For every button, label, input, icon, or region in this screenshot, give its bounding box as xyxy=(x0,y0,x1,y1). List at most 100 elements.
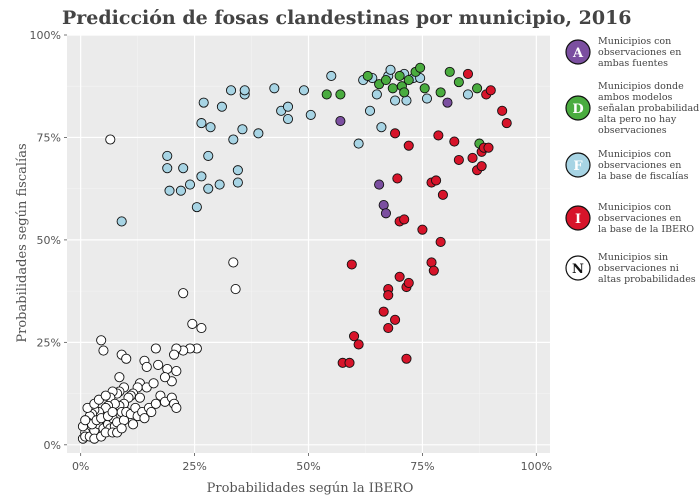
legend-key-circle xyxy=(565,255,591,281)
data-point-i xyxy=(431,175,442,186)
data-point-d xyxy=(419,83,430,94)
data-point-a xyxy=(442,97,453,108)
data-point-f xyxy=(298,85,309,96)
legend-key-letter: F xyxy=(573,159,583,174)
data-point-f xyxy=(228,134,239,145)
data-point-f xyxy=(203,183,214,194)
data-point-n xyxy=(116,423,127,434)
data-point-f xyxy=(390,95,401,106)
legend-key-circle xyxy=(565,39,591,65)
data-point-f xyxy=(232,165,243,176)
x-tick-label: 50% xyxy=(296,460,320,473)
chart-title: Predicción de fosas clandestinas por mun… xyxy=(62,7,632,29)
data-point-i xyxy=(449,136,460,147)
legend-key-circle xyxy=(565,205,591,231)
data-point-n xyxy=(230,284,241,295)
data-point-n xyxy=(171,402,182,413)
legend: A Municipios con observaciones en ambas fue… xyxy=(565,36,699,285)
data-point-i xyxy=(353,339,364,350)
data-point-i xyxy=(428,265,439,276)
legend-label: Municipios con observaciones en la base de… xyxy=(598,149,689,182)
data-point-i xyxy=(392,173,403,184)
data-point-f xyxy=(237,124,248,135)
y-tick-label: 25% xyxy=(37,336,61,349)
data-point-i xyxy=(476,161,487,172)
data-point-f xyxy=(371,89,382,100)
data-point-d xyxy=(335,89,346,100)
data-point-i xyxy=(349,331,360,342)
data-point-f xyxy=(196,171,207,182)
legend-item-n: N Municipios sin observaciones ni altas pro… xyxy=(565,252,696,285)
data-point-n xyxy=(121,353,132,364)
data-point-n xyxy=(162,363,173,375)
data-point-d xyxy=(453,77,464,88)
data-points xyxy=(77,62,512,444)
data-point-d xyxy=(380,75,392,86)
data-point-i xyxy=(346,259,357,270)
data-point-f xyxy=(364,105,376,116)
data-point-i xyxy=(426,257,437,268)
data-point-i xyxy=(453,154,464,166)
y-tick-label: 50% xyxy=(37,234,61,247)
data-point-i xyxy=(501,118,512,129)
data-point-d xyxy=(403,75,414,86)
data-point-f xyxy=(203,150,214,161)
data-point-i xyxy=(383,322,394,334)
data-point-f xyxy=(225,85,237,96)
data-point-a xyxy=(378,200,389,211)
data-point-n xyxy=(139,413,150,424)
data-point-n xyxy=(159,372,171,383)
data-point-f xyxy=(116,216,127,227)
data-point-d xyxy=(387,83,398,94)
data-point-n xyxy=(196,322,207,334)
data-point-f xyxy=(205,122,216,133)
data-point-n xyxy=(150,398,161,409)
data-point-i xyxy=(403,277,414,288)
legend-key-circle xyxy=(565,95,591,121)
data-point-i xyxy=(462,68,474,79)
x-tick-label: 75% xyxy=(410,460,434,473)
data-point-f xyxy=(175,185,186,196)
legend-key-letter: N xyxy=(572,262,584,277)
data-point-d xyxy=(415,62,426,73)
data-point-f xyxy=(269,83,280,94)
data-point-f xyxy=(198,97,209,108)
data-point-i xyxy=(403,140,414,151)
legend-label: Municipios con observaciones en ambas fuen… xyxy=(598,36,681,69)
legend-key-letter: I xyxy=(575,212,581,227)
data-point-n xyxy=(80,415,91,426)
data-point-n xyxy=(187,318,198,329)
legend-key-circle xyxy=(565,152,591,178)
data-point-n xyxy=(141,361,152,372)
data-point-n xyxy=(96,335,107,346)
y-axis-title: Probabilidades según fiscalías xyxy=(15,143,30,342)
data-point-f xyxy=(196,118,207,129)
data-point-f xyxy=(162,163,173,174)
legend-item-d: D Municipios donde ambos modelos señalan pr… xyxy=(565,81,699,136)
data-point-i xyxy=(417,224,428,235)
data-point-i xyxy=(497,105,508,116)
data-point-i xyxy=(344,357,355,368)
data-point-n xyxy=(105,134,116,145)
data-point-f xyxy=(239,85,250,96)
data-point-a xyxy=(380,208,392,219)
legend-label: Municipios donde ambos modelos señalan pro… xyxy=(598,81,699,136)
data-point-f xyxy=(282,101,294,112)
y-tick-label: 100% xyxy=(30,29,61,42)
data-point-d xyxy=(321,89,332,100)
data-point-i xyxy=(378,306,389,317)
legend-key-letter: D xyxy=(572,102,583,117)
data-point-i xyxy=(467,152,478,163)
data-point-n xyxy=(169,349,180,360)
data-point-f xyxy=(282,113,294,125)
x-axis-ticks: 0% 25% 50% 75% 100% xyxy=(72,453,552,473)
legend-item-f: F Municipios con observaciones en la base d… xyxy=(565,149,689,182)
legend-item-i: I Municipios con observaciones en la base d… xyxy=(565,202,694,235)
data-point-n xyxy=(153,359,164,370)
data-point-i xyxy=(485,85,496,96)
y-tick-label: 75% xyxy=(37,131,61,144)
data-point-n xyxy=(134,392,145,403)
data-point-f xyxy=(401,95,412,106)
data-point-f xyxy=(305,109,316,120)
